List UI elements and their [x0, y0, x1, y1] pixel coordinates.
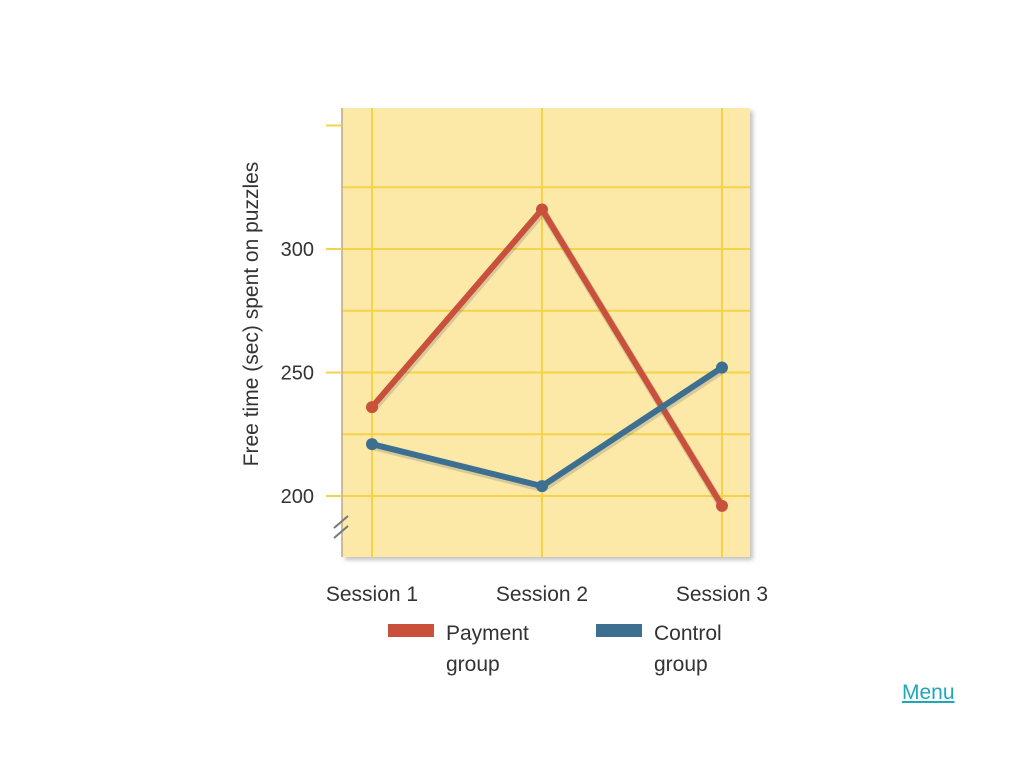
series-layer — [366, 203, 728, 512]
labels: Session 1 Session 2 Session 3 — [326, 583, 768, 606]
x-category-label: Session 3 — [676, 583, 768, 606]
series-control — [366, 361, 728, 493]
x-category-label: Session 1 — [326, 583, 418, 606]
legend-label: Control group — [654, 622, 722, 676]
legend-label: Payment group — [446, 622, 529, 676]
legend-item: Control group — [596, 622, 722, 676]
x-category-label: Session 2 — [496, 583, 588, 606]
data-point — [536, 203, 548, 216]
axis-break-icon — [333, 515, 349, 539]
y-axis: 200 250 300 Free time (sec) spent on puzzle… — [240, 108, 349, 557]
data-point — [366, 438, 378, 451]
menu-link[interactable]: Menu — [902, 681, 955, 704]
data-point — [366, 401, 378, 414]
legend: Payment group Control group — [388, 622, 722, 676]
y-tick-label: 300 — [281, 239, 314, 261]
legend-swatch — [388, 624, 434, 637]
legend-item: Payment group — [388, 622, 529, 676]
y-tick-label: 250 — [281, 363, 314, 385]
data-point — [716, 361, 728, 374]
grid — [342, 108, 750, 557]
y-axis-title: Free time (sec) spent on puzzles — [240, 162, 263, 467]
data-point — [716, 499, 728, 512]
legend-swatch — [596, 624, 642, 637]
data-point — [536, 480, 548, 493]
y-tick-label: 200 — [281, 486, 314, 508]
